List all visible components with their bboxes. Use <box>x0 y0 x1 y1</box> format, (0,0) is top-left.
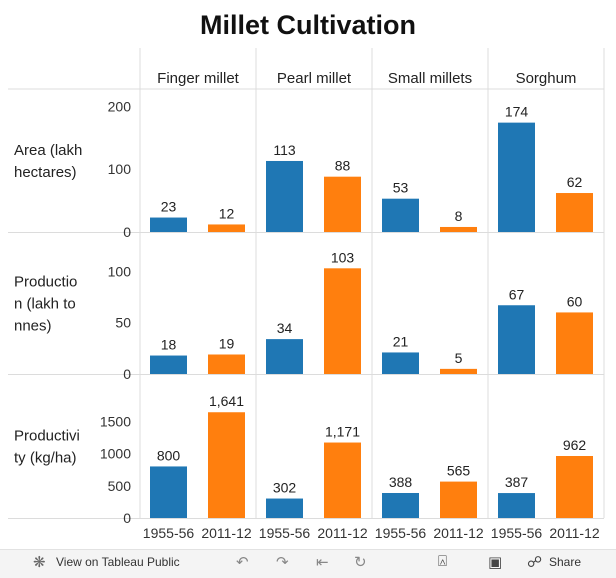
bar-row-1-sorghum-2011-12 <box>556 193 593 232</box>
data-label-row-1-finger-millet-2011-12: 12 <box>219 205 235 221</box>
revert-icon[interactable]: ⇤ <box>316 554 329 571</box>
x-tick-label-pearl-millet-1955-56: 1955-56 <box>259 525 311 541</box>
bar-row-1-sorghum-1955-56 <box>498 122 535 232</box>
x-tick-label-finger-millet-1955-56: 1955-56 <box>143 525 195 541</box>
data-label-row-1-small-millets-2011-12: 8 <box>455 208 463 224</box>
x-tick-label-small-millets-2011-12: 2011-12 <box>433 525 484 541</box>
bar-row-3-small-millets-1955-56 <box>382 492 419 518</box>
data-label-row-3-pearl-millet-2011-12: 1,171 <box>325 424 360 440</box>
download-icon[interactable]: ⍓ <box>438 553 448 570</box>
bar-row-1-finger-millet-1955-56 <box>150 217 187 232</box>
data-label-row-2-finger-millet-2011-12: 19 <box>219 336 235 352</box>
bar-row-3-sorghum-2011-12 <box>556 456 593 518</box>
data-label-row-1-finger-millet-1955-56: 23 <box>161 199 177 215</box>
column-header-sorghum: Sorghum <box>516 70 577 87</box>
bar-row-2-finger-millet-1955-56 <box>150 355 187 374</box>
tableau-logo-icon[interactable]: ❋ <box>33 554 46 571</box>
y-tick-label-row-3-0: 0 <box>123 510 131 526</box>
data-label-row-1-pearl-millet-2011-12: 88 <box>335 158 351 174</box>
data-label-row-3-finger-millet-1955-56: 800 <box>157 447 181 463</box>
bar-row-1-pearl-millet-2011-12 <box>324 176 361 232</box>
x-tick-label-sorghum-2011-12: 2011-12 <box>549 525 600 541</box>
bar-row-2-sorghum-1955-56 <box>498 305 535 374</box>
data-label-row-1-sorghum-2011-12: 62 <box>567 174 583 190</box>
data-label-row-1-sorghum-1955-56: 174 <box>505 104 529 120</box>
bar-row-2-finger-millet-2011-12 <box>208 354 245 374</box>
bar-row-2-small-millets-2011-12 <box>440 368 477 374</box>
bar-row-2-pearl-millet-2011-12 <box>324 268 361 374</box>
bar-row-3-finger-millet-2011-12 <box>208 412 245 518</box>
y-tick-label-row-1-0: 0 <box>123 224 131 240</box>
x-tick-label-small-millets-1955-56: 1955-56 <box>375 525 427 541</box>
column-header-pearl-millet: Pearl millet <box>277 70 352 87</box>
data-label-row-3-finger-millet-2011-12: 1,641 <box>209 393 244 409</box>
fullscreen-icon[interactable]: ▣ <box>488 554 503 571</box>
undo-icon[interactable]: ↶ <box>236 554 249 571</box>
data-label-row-2-finger-millet-1955-56: 18 <box>161 337 177 353</box>
y-tick-label-row-1-200: 200 <box>108 98 132 114</box>
data-label-row-2-pearl-millet-2011-12: 103 <box>331 249 355 265</box>
bar-row-2-sorghum-2011-12 <box>556 312 593 374</box>
refresh-icon[interactable]: ↻ <box>354 554 367 571</box>
data-label-row-1-pearl-millet-1955-56: 113 <box>273 142 296 158</box>
data-label-row-2-small-millets-1955-56: 21 <box>393 333 409 349</box>
x-tick-label-finger-millet-2011-12: 2011-12 <box>201 525 252 541</box>
data-label-row-3-sorghum-2011-12: 962 <box>563 437 587 453</box>
data-label-row-3-sorghum-1955-56: 387 <box>505 474 529 490</box>
bar-row-3-finger-millet-1955-56 <box>150 466 187 518</box>
y-tick-label-row-2-0: 0 <box>123 366 131 382</box>
data-label-row-3-small-millets-2011-12: 565 <box>447 463 471 479</box>
y-tick-label-row-2-100: 100 <box>108 263 132 279</box>
millet-chart: Finger millet Pearl millet Small millets So… <box>8 48 605 541</box>
y-tick-label-row-3-1000: 1000 <box>100 446 131 462</box>
row-label-1-line-1: Area (lakh <box>14 142 82 159</box>
bar-row-2-pearl-millet-1955-56 <box>266 339 303 374</box>
share-icon[interactable]: ☍ <box>527 554 543 571</box>
bar-row-3-sorghum-1955-56 <box>498 493 535 518</box>
row-label-2-line-1: Productio <box>14 274 77 291</box>
column-header-finger-millet: Finger millet <box>157 70 240 87</box>
data-label-row-3-pearl-millet-1955-56: 302 <box>273 480 297 496</box>
redo-icon[interactable]: ↷ <box>276 554 289 571</box>
y-tick-label-row-2-50: 50 <box>115 315 131 331</box>
view-on-tableau-link[interactable]: View on Tableau Public <box>56 555 180 569</box>
row-label-2-line-3: nnes) <box>14 318 52 335</box>
bar-row-1-small-millets-2011-12 <box>440 226 477 232</box>
tableau-toolbar: ❋ View on Tableau Public ↶ ↷ ⇤ ↻ ⍓ ▣ ☍ S… <box>0 549 616 578</box>
bar-row-3-pearl-millet-2011-12 <box>324 442 361 518</box>
data-label-row-2-sorghum-1955-56: 67 <box>509 286 525 302</box>
data-label-row-2-small-millets-2011-12: 5 <box>455 350 463 366</box>
data-label-row-1-small-millets-1955-56: 53 <box>393 180 409 196</box>
bar-row-2-small-millets-1955-56 <box>382 352 419 374</box>
y-tick-label-row-3-1500: 1500 <box>100 413 131 429</box>
row-label-2-line-2: n (lakh to <box>14 296 76 313</box>
row-label-3-line-2: ty (kg/ha) <box>14 450 77 467</box>
bar-row-1-small-millets-1955-56 <box>382 198 419 232</box>
x-tick-label-pearl-millet-2011-12: 2011-12 <box>317 525 368 541</box>
page-title: Millet Cultivation <box>200 10 416 40</box>
bar-row-3-pearl-millet-1955-56 <box>266 498 303 518</box>
x-tick-label-sorghum-1955-56: 1955-56 <box>491 525 543 541</box>
column-header-small-millets: Small millets <box>388 70 472 87</box>
bar-row-1-pearl-millet-1955-56 <box>266 160 303 232</box>
y-tick-label-row-1-100: 100 <box>108 161 132 177</box>
data-label-row-2-sorghum-2011-12: 60 <box>567 293 583 309</box>
share-button[interactable]: Share <box>549 555 582 569</box>
y-tick-label-row-3-500: 500 <box>108 478 132 494</box>
data-label-row-2-pearl-millet-1955-56: 34 <box>277 320 293 336</box>
bar-row-1-finger-millet-2011-12 <box>208 224 245 232</box>
data-label-row-3-small-millets-1955-56: 388 <box>389 474 413 490</box>
bar-row-3-small-millets-2011-12 <box>440 481 477 518</box>
row-label-3-line-1: Productivi <box>14 428 80 445</box>
row-label-1-line-2: hectares) <box>14 164 77 181</box>
